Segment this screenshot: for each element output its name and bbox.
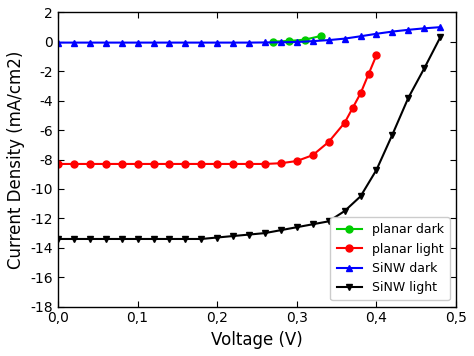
SiNW dark	[390, 30, 395, 34]
Line: SiNW light: SiNW light	[55, 34, 444, 242]
SiNW dark	[358, 34, 364, 38]
SiNW dark	[326, 38, 331, 42]
planar light	[294, 159, 300, 163]
SiNW dark	[55, 41, 61, 45]
SiNW dark	[182, 41, 188, 45]
planar light	[103, 162, 109, 166]
planar dark	[286, 39, 292, 43]
SiNW dark	[230, 41, 236, 45]
SiNW light	[374, 168, 379, 172]
planar light	[199, 162, 204, 166]
planar light	[350, 106, 356, 110]
SiNW light	[167, 237, 173, 241]
SiNW light	[87, 237, 93, 241]
SiNW light	[310, 222, 316, 226]
SiNW light	[135, 237, 140, 241]
planar light	[151, 162, 156, 166]
planar light	[246, 162, 252, 166]
SiNW light	[326, 219, 331, 224]
SiNW dark	[199, 41, 204, 45]
SiNW dark	[167, 41, 173, 45]
SiNW dark	[405, 28, 411, 32]
SiNW light	[103, 237, 109, 241]
planar light	[87, 162, 93, 166]
SiNW light	[278, 228, 284, 232]
SiNW light	[390, 132, 395, 137]
SiNW dark	[214, 41, 220, 45]
planar dark	[270, 40, 276, 44]
planar light	[135, 162, 140, 166]
SiNW light	[71, 237, 77, 241]
SiNW light	[438, 35, 443, 40]
planar light	[310, 153, 316, 157]
SiNW light	[262, 231, 268, 235]
Y-axis label: Current Density (mA/cm2): Current Density (mA/cm2)	[7, 50, 25, 269]
Line: SiNW dark: SiNW dark	[55, 24, 444, 46]
planar light	[214, 162, 220, 166]
planar light	[119, 162, 125, 166]
planar light	[230, 162, 236, 166]
SiNW light	[421, 66, 427, 70]
planar light	[278, 161, 284, 165]
SiNW dark	[71, 41, 77, 45]
SiNW dark	[374, 32, 379, 36]
X-axis label: Voltage (V): Voltage (V)	[211, 331, 303, 349]
SiNW dark	[342, 37, 347, 41]
SiNW dark	[246, 41, 252, 45]
SiNW dark	[438, 25, 443, 29]
SiNW dark	[119, 41, 125, 45]
planar light	[326, 140, 331, 144]
SiNW dark	[103, 41, 109, 45]
planar light	[365, 72, 371, 76]
SiNW dark	[278, 40, 284, 44]
SiNW light	[199, 237, 204, 241]
Line: planar light: planar light	[55, 52, 380, 167]
SiNW dark	[421, 26, 427, 31]
SiNW dark	[151, 41, 156, 45]
planar light	[342, 121, 347, 125]
planar light	[374, 53, 379, 57]
SiNW light	[119, 237, 125, 241]
planar light	[71, 162, 77, 166]
planar light	[182, 162, 188, 166]
SiNW dark	[310, 39, 316, 43]
SiNW light	[230, 234, 236, 238]
SiNW light	[55, 237, 61, 241]
SiNW light	[294, 225, 300, 229]
SiNW light	[405, 96, 411, 100]
SiNW light	[342, 209, 347, 213]
SiNW dark	[294, 40, 300, 44]
SiNW light	[214, 235, 220, 240]
SiNW light	[182, 237, 188, 241]
SiNW light	[246, 232, 252, 237]
planar light	[262, 162, 268, 166]
SiNW light	[358, 194, 364, 198]
planar dark	[302, 37, 308, 42]
SiNW dark	[87, 41, 93, 45]
SiNW dark	[135, 41, 140, 45]
planar light	[55, 162, 61, 166]
SiNW dark	[262, 40, 268, 44]
Legend: planar dark, planar light, SiNW dark, SiNW light: planar dark, planar light, SiNW dark, Si…	[330, 217, 450, 300]
Line: planar dark: planar dark	[270, 32, 324, 45]
SiNW light	[151, 237, 156, 241]
planar dark	[318, 34, 324, 38]
planar light	[167, 162, 173, 166]
planar light	[358, 91, 364, 95]
